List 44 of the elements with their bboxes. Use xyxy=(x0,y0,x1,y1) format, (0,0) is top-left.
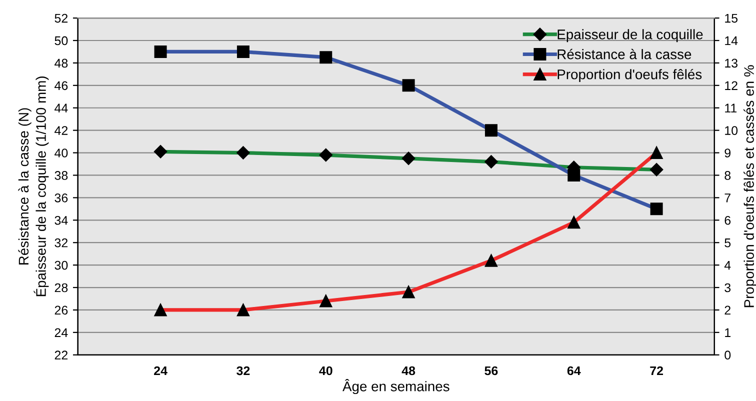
y2-tick-label: 7 xyxy=(724,194,730,202)
y-tick-label: 36 xyxy=(54,193,68,202)
y-tick-label: 32 xyxy=(54,238,68,248)
y-tick-label: 22 xyxy=(54,350,68,360)
legend-label: Epaisseur de la coquille xyxy=(558,29,703,42)
y2-tick-label: 11 xyxy=(725,104,737,112)
x-tick-label: 56 xyxy=(484,366,498,376)
y2-tick-label: 6 xyxy=(724,216,731,225)
y-tick-label: 30 xyxy=(54,260,68,270)
y2-tick-label: 8 xyxy=(724,171,731,180)
x-tick-label: 64 xyxy=(567,366,581,376)
y2-tick-label: 2 xyxy=(724,306,730,314)
y-tick-label: 28 xyxy=(54,283,68,292)
y-tick-label: 50 xyxy=(54,36,68,46)
y-tick-label: 40 xyxy=(54,148,68,158)
y2-tick-label: 13 xyxy=(725,58,738,68)
x-tick-label: 72 xyxy=(650,366,664,376)
y-tick-label: 38 xyxy=(54,171,68,180)
legend-label: Résistance à la casse xyxy=(558,48,692,60)
y2-tick-label: 5 xyxy=(724,238,731,248)
x-tick-label: 40 xyxy=(319,366,332,376)
y2-tick-label: 12 xyxy=(725,81,738,90)
y2-tick-label: 9 xyxy=(724,148,730,158)
x-tick-label: 32 xyxy=(236,366,250,376)
y-tick-label: 48 xyxy=(54,58,68,68)
y-tick-label: 52 xyxy=(54,14,68,23)
y2-tick-label: 0 xyxy=(724,350,731,360)
y2-tick-label: 10 xyxy=(725,126,738,135)
x-axis-title: Âge en semaines xyxy=(342,379,450,394)
y-tick-label: 24 xyxy=(54,328,68,337)
y2-tick-label: 1 xyxy=(725,328,730,337)
y2-tick-label: 3 xyxy=(724,283,731,292)
y-axis-title: Résistance à la casse (N) Épaisseur de la coquille (1/100 mm) xyxy=(18,76,49,296)
y-tick-label: 44 xyxy=(54,104,68,112)
x-tick-label: 48 xyxy=(402,366,416,376)
x-tick-label: 24 xyxy=(154,366,168,376)
y2-tick-label: 15 xyxy=(725,14,738,23)
y-tick-label: 26 xyxy=(54,306,68,315)
y2-tick-label: 4 xyxy=(724,260,731,270)
legend-label: Proportion d'oeufs fêlés xyxy=(558,68,702,82)
y-tick-label: 42 xyxy=(54,126,68,135)
y2-tick-label: 14 xyxy=(725,36,738,46)
y-tick-label: 46 xyxy=(54,81,68,90)
y-tick-label: 34 xyxy=(54,216,68,225)
